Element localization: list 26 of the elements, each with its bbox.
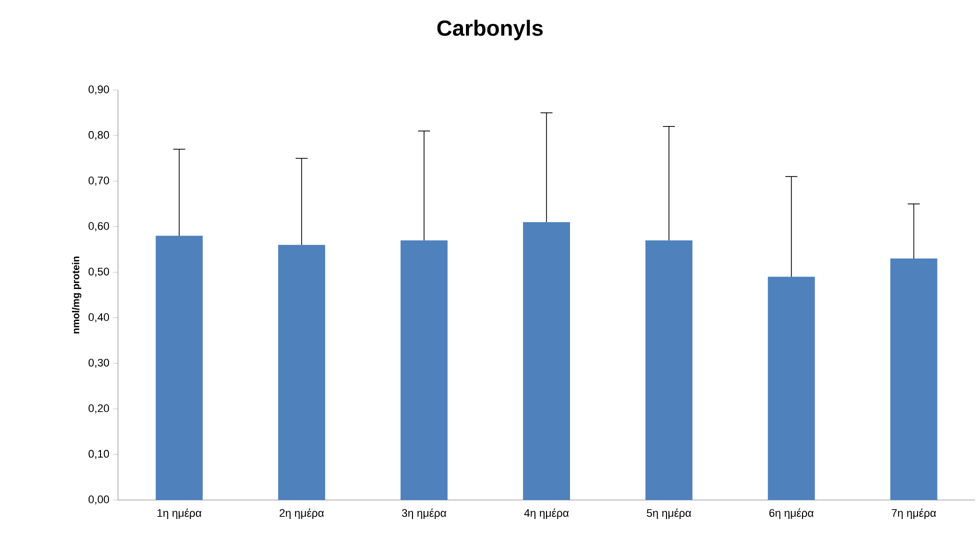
y-tick-label: 0,30 [88, 358, 110, 368]
bar [400, 240, 448, 500]
x-tick-label: 3η ημέρα [402, 508, 446, 520]
y-tick-label: 0,70 [88, 176, 110, 186]
x-tick-label: 5η ημέρα [646, 508, 692, 520]
x-tick-label: 4η ημέρα [524, 508, 569, 520]
bar [768, 276, 815, 500]
bar [645, 240, 692, 500]
x-tick-label: 6η ημέρα [769, 508, 814, 520]
bar [890, 258, 938, 500]
y-tick-label: 0,80 [88, 131, 110, 140]
y-tick-label: 0,40 [88, 313, 110, 322]
x-tick-label: 2η ημέρα [280, 508, 324, 520]
y-tick-label: 0,60 [88, 222, 110, 232]
x-tick-label: 7η ημέρα [892, 508, 936, 520]
y-tick-label: 0,10 [88, 450, 110, 459]
bar [523, 222, 570, 500]
y-tick-label: 0,90 [88, 85, 110, 95]
chart-title: Carbonyls [437, 20, 543, 40]
x-tick-label: 1η ημέρα [157, 508, 202, 520]
bar [278, 244, 326, 500]
y-tick-label: 0,20 [88, 404, 110, 414]
bar [156, 236, 203, 500]
y-axis-title: nmol/mg protein [72, 256, 82, 334]
y-tick-label: 0,50 [88, 268, 110, 277]
y-tick-label: 0,00 [88, 495, 110, 505]
